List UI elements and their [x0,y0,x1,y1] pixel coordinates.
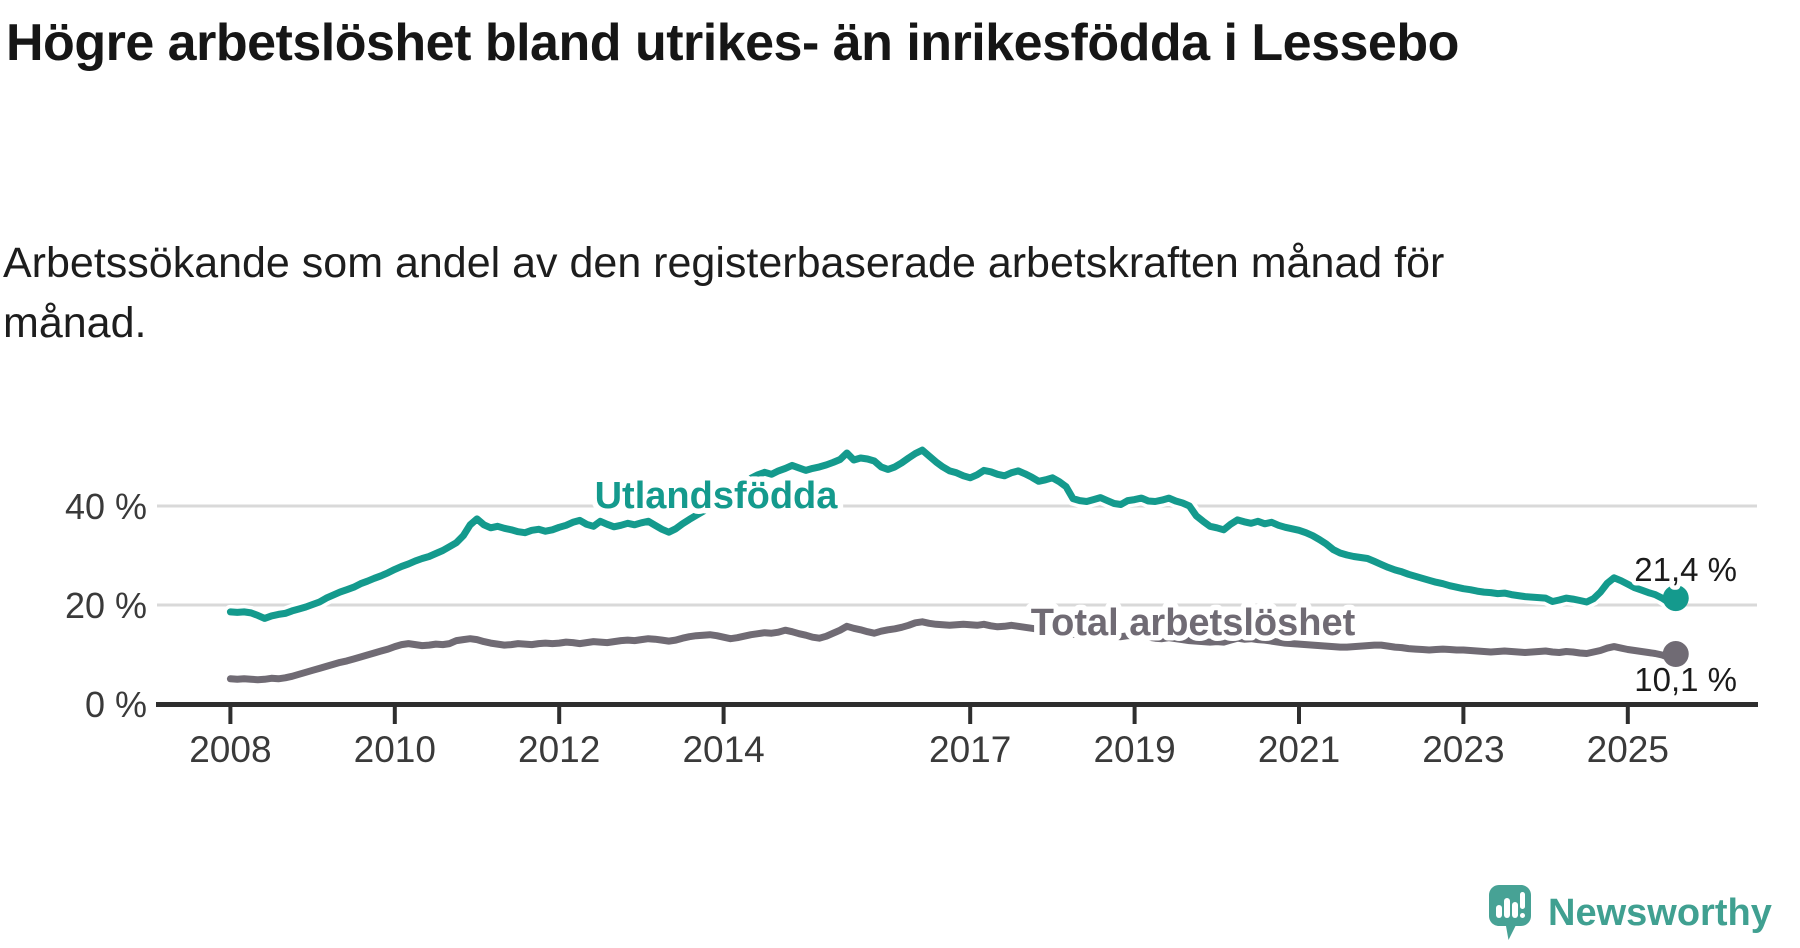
x-tick-label-2017: 2017 [929,729,1011,770]
x-tick-label-2014: 2014 [682,729,764,770]
y-tick-label-40: 40 % [65,486,147,527]
chart-subtitle: Arbetssökande som andel av den registerb… [3,239,1445,347]
x-tick-label-2010: 2010 [354,729,436,770]
bar-3 [1512,902,1518,918]
bar-1 [1496,905,1502,918]
x-tick-label-2021: 2021 [1258,729,1340,770]
endpoint-dot-utlandsf-dda [1662,585,1689,612]
exclamation-dot [1520,913,1525,918]
exclamation-bar [1520,892,1525,909]
x-tick-label-2025: 2025 [1587,729,1669,770]
x-tick-label-2008: 2008 [189,729,271,770]
end-value-label-total-arbetsl-shet: 10,1 % [1634,661,1737,698]
series-label-total-arbetsl-shet: Total arbetslöshet [1031,602,1356,644]
end-value-label-utlandsf-dda: 21,4 % [1634,551,1737,588]
bar-2 [1504,898,1510,918]
newsworthy-icon [1489,885,1531,940]
y-tick-label-20: 20 % [65,585,147,626]
endpoint-dot-total-arbetsl-shet [1662,641,1689,668]
x-tick-label-2023: 2023 [1422,729,1504,770]
newsworthy-logo: Newsworthy [1488,884,1772,942]
x-tick-label-2019: 2019 [1093,729,1175,770]
x-tick-label-2012: 2012 [518,729,600,770]
series-label-utlandsf-dda: Utlandsfödda [595,475,839,517]
newsworthy-brand-text: Newsworthy [1548,891,1772,934]
series-line-utlandsf-dda [226,446,1680,622]
chart-title: Högre arbetslöshet bland utrikes- än inr… [6,14,1459,72]
series-line-total-arbetsl-shet [226,618,1680,684]
y-tick-label-0: 0 % [85,684,147,725]
